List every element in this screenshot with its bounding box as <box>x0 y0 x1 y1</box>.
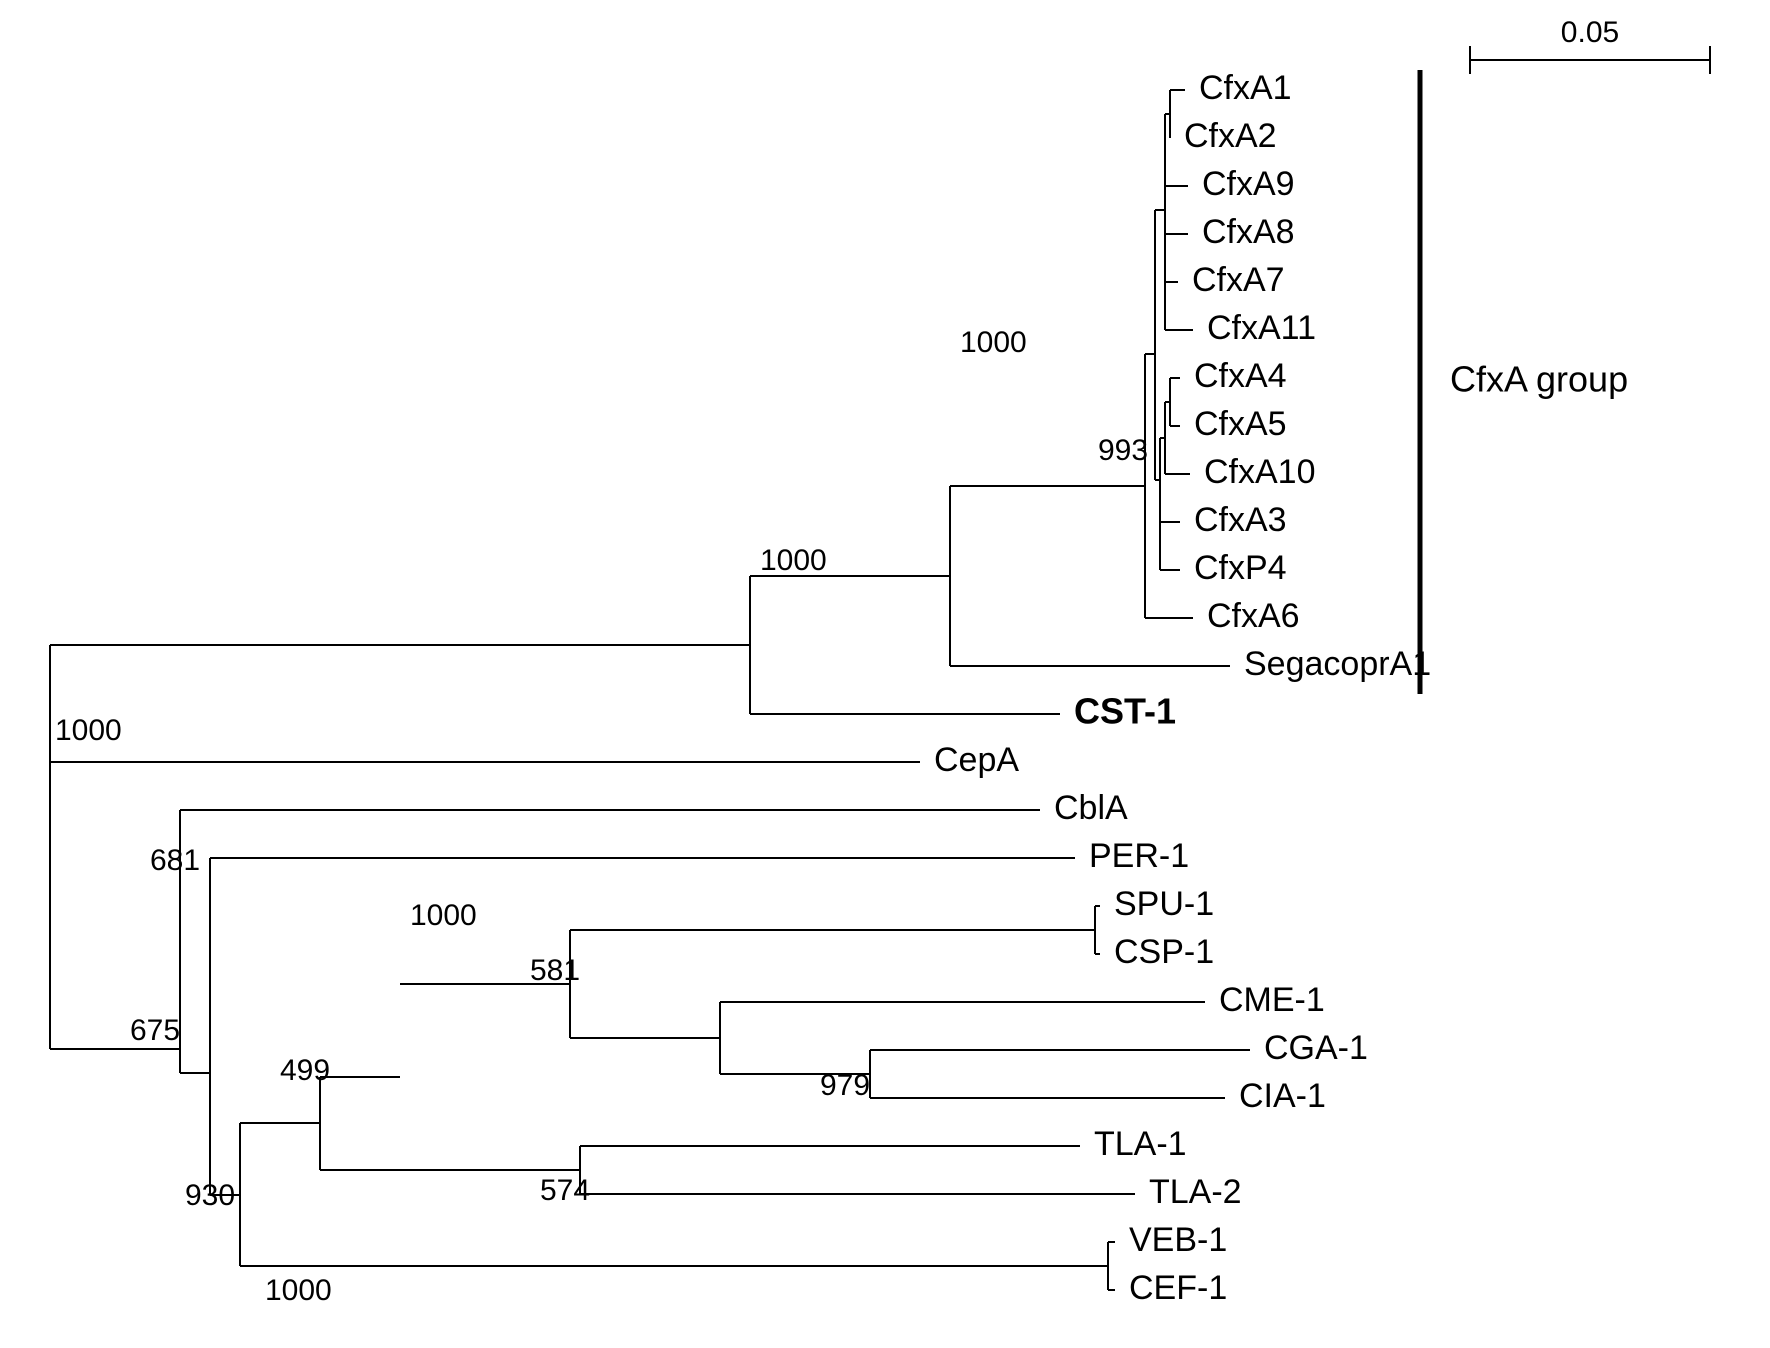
tip-label: VEB-1 <box>1129 1221 1227 1259</box>
tip-label: CfxA10 <box>1204 453 1316 491</box>
bootstrap-label: 1000 <box>55 714 122 747</box>
bootstrap-label: 1000 <box>265 1274 332 1307</box>
tip-label: CME-1 <box>1219 981 1325 1019</box>
bootstrap-label: 499 <box>280 1054 330 1087</box>
tip-label: CfxA9 <box>1202 165 1295 203</box>
tip-label: CfxA2 <box>1184 117 1277 155</box>
tip-label: SegacoprA1 <box>1244 645 1431 683</box>
tip-label: CfxA8 <box>1202 213 1295 251</box>
tip-label: CSP-1 <box>1114 933 1214 971</box>
bootstrap-label: 930 <box>185 1179 235 1212</box>
tip-label: CfxP4 <box>1194 549 1287 587</box>
tip-label: CIA-1 <box>1239 1077 1326 1115</box>
tip-label: TLA-2 <box>1149 1173 1242 1211</box>
bootstrap-label: 574 <box>540 1174 590 1207</box>
bootstrap-label: 681 <box>150 844 200 877</box>
bootstrap-label: 979 <box>820 1069 870 1102</box>
tip-label: CfxA11 <box>1207 309 1316 347</box>
tip-label: CblA <box>1054 789 1128 827</box>
tip-label: CfxA1 <box>1199 69 1292 107</box>
bootstrap-label: 993 <box>1098 434 1148 467</box>
tip-label: CfxA6 <box>1207 597 1300 635</box>
tip-label: CfxA5 <box>1194 405 1287 443</box>
bootstrap-label: 1000 <box>960 326 1027 359</box>
tip-label: TLA-1 <box>1094 1125 1187 1163</box>
tip-label: CGA-1 <box>1264 1029 1368 1067</box>
tip-label: CEF-1 <box>1129 1269 1227 1307</box>
phylogenetic-tree: CfxA1 CfxA2 CfxA9 CfxA8 CfxA7 CfxA11 CfxA4 CfxA… <box>0 0 1770 1348</box>
tip-label: CfxA7 <box>1192 261 1285 299</box>
scale-label: 0.05 <box>1561 16 1619 49</box>
bootstrap-label: 675 <box>130 1014 180 1047</box>
tip-label: PER-1 <box>1089 837 1189 875</box>
group-label: CfxA group <box>1450 359 1628 400</box>
tip-label: CepA <box>934 741 1019 779</box>
tip-label: CST-1 <box>1074 691 1176 732</box>
bootstrap-label: 1000 <box>410 899 477 932</box>
bootstrap-label: 1000 <box>760 544 827 577</box>
bootstrap-label: 581 <box>530 954 580 987</box>
tip-label: SPU-1 <box>1114 885 1214 923</box>
tip-label: CfxA4 <box>1194 357 1287 395</box>
tip-label: CfxA3 <box>1194 501 1287 539</box>
